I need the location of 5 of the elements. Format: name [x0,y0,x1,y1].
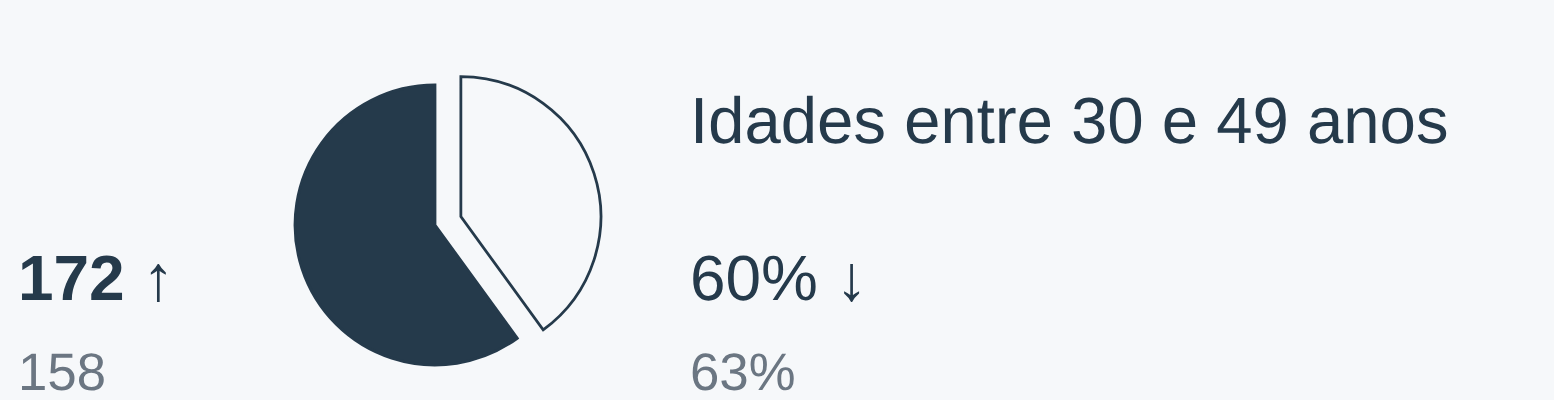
text: Idades entre 30 e 49 anos [696,95,1447,144]
text: 158 [22,353,104,391]
text: 172 ↑ [22,255,166,302]
text: 60% ↓ [693,255,860,302]
text: 63% [692,353,794,391]
